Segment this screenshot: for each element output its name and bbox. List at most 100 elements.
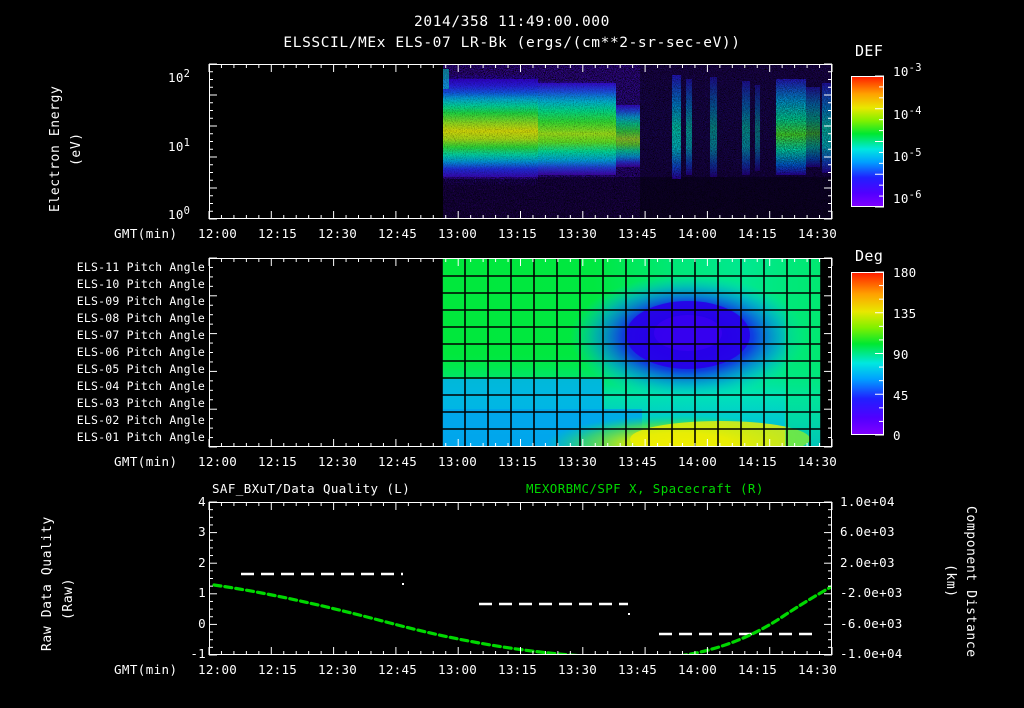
xtick: 13:30	[558, 662, 598, 677]
ytick-right: -2.0e+03	[840, 585, 903, 600]
quality-xlabel: GMT(min)	[114, 662, 177, 677]
colorbar-title-text: DEF	[855, 42, 884, 60]
xlabel-text: GMT(min)	[114, 662, 178, 677]
ytick-right: 2.0e+03	[840, 555, 895, 570]
page-subtitle: ELSSCIL/MEx ELS-07 LR-Bk (ergs/(cm**2-sr…	[0, 35, 1024, 51]
xtick: 14:15	[738, 662, 778, 677]
row-label: ELS-06 Pitch Angle	[76, 345, 205, 359]
ytick-left: 0	[198, 616, 206, 631]
row-label: ELS-03 Pitch Angle	[76, 396, 205, 410]
xtick: 14:30	[798, 662, 838, 677]
spectrogram-xticks: 12:00 12:15 12:30 12:45 13:00 13:15 13:3…	[198, 226, 837, 244]
xtick: 13:45	[618, 662, 658, 677]
def-tick-3: 10-3	[893, 62, 922, 79]
quality-ylabel-line1: Raw Data Quality	[40, 516, 55, 651]
bottom-panel-title-left: SAF_BXuT/Data Quality (L)	[212, 481, 410, 496]
spectrogram-ytick-1: 101	[168, 137, 190, 154]
ytick-mantissa: 10	[168, 207, 184, 223]
pitch-angle-gridlines	[442, 275, 821, 430]
row-label: ELS-08 Pitch Angle	[76, 311, 205, 325]
ylabel-left-unit: (Raw)	[61, 577, 76, 620]
row-label: ELS-05 Pitch Angle	[76, 362, 205, 376]
ytick-right: 6.0e+03	[840, 524, 895, 539]
cb-exponent: -4	[908, 105, 922, 117]
deg-colorbar-title: Deg	[855, 247, 883, 265]
ylabel-left-text: Raw Data Quality	[40, 516, 55, 651]
row-label: ELS-04 Pitch Angle	[76, 379, 205, 393]
xtick: 14:30	[798, 454, 838, 469]
xtick: 12:45	[378, 226, 418, 241]
xtick: 12:00	[198, 226, 238, 241]
xtick: 13:00	[438, 454, 478, 469]
xtick: 13:00	[438, 662, 478, 677]
datetime-title: 2014/358 11:49:00.000	[414, 14, 610, 30]
ytick-left: 1	[198, 585, 206, 600]
xtick: 14:15	[738, 454, 778, 469]
spectrogram-panel[interactable]	[209, 64, 832, 219]
deg-tick-90: 90	[893, 347, 909, 362]
ytick-exponent: 2	[183, 68, 191, 80]
spectrogram-image	[210, 65, 831, 218]
spectrogram-ytick-2: 102	[168, 68, 190, 85]
ytick-right: -6.0e+03	[840, 616, 903, 631]
pitch-angle-row-labels: ELS-11 Pitch Angle ELS-10 Pitch Angle EL…	[0, 258, 205, 447]
row-label: ELS-02 Pitch Angle	[76, 413, 205, 427]
xtick: 12:45	[378, 454, 418, 469]
xtick: 14:30	[798, 226, 838, 241]
deg-colorbar[interactable]	[851, 272, 884, 435]
page-title: 2014/358 11:49:00.000	[0, 14, 1024, 30]
row-label: ELS-07 Pitch Angle	[76, 328, 205, 342]
xtick: 13:30	[558, 226, 598, 241]
def-colorbar[interactable]	[851, 76, 884, 207]
xlabel-text: GMT(min)	[114, 226, 178, 241]
xtick: 13:15	[498, 662, 538, 677]
pitch-angle-xticks: 12:00 12:15 12:30 12:45 13:00 13:15 13:3…	[198, 454, 837, 472]
def-tick-4: 10-4	[893, 105, 922, 122]
ytick-right: 1.0e+04	[840, 494, 895, 509]
ytick-exponent: 0	[183, 205, 191, 217]
data-quality-step-marks	[402, 583, 630, 615]
bottom-panel-title-right: MEXORBMC/SPF X, Spacecraft (R)	[526, 481, 764, 496]
xtick: 12:00	[198, 454, 238, 469]
xtick: 13:15	[498, 226, 538, 241]
xtick: 12:15	[258, 662, 298, 677]
ytick-left: -1	[190, 646, 206, 661]
xtick: 13:45	[618, 226, 658, 241]
ytick-exponent: 1	[183, 137, 191, 149]
row-label: ELS-09 Pitch Angle	[76, 294, 205, 308]
spectrogram-xlabel: GMT(min)	[114, 226, 177, 241]
ytick-left: 4	[198, 494, 206, 509]
ylabel-right-text: Component Distance	[963, 506, 978, 658]
xtick: 12:15	[258, 226, 298, 241]
xtick: 12:00	[198, 662, 238, 677]
xtick: 14:15	[738, 226, 778, 241]
spectrogram-ylabel-line1: Electron Energy	[48, 86, 63, 212]
quality-yticks-right: 1.0e+04 6.0e+03 2.0e+03 -2.0e+03 -6.0e+0…	[840, 494, 950, 661]
quality-xticks: 12:00 12:15 12:30 12:45 13:00 13:15 13:3…	[198, 662, 837, 680]
ytick-left: 2	[198, 555, 206, 570]
ytick-mantissa: 10	[168, 139, 184, 155]
distance-ylabel-line1: Component Distance	[963, 506, 978, 658]
data-quality-trace	[241, 572, 815, 636]
xtick: 12:30	[318, 662, 358, 677]
cb-exponent: -6	[908, 189, 922, 201]
ylabel-text: Electron Energy	[48, 85, 63, 212]
cb-exponent: -3	[908, 62, 922, 74]
title-left-text: SAF_BXuT/Data Quality (L)	[212, 481, 411, 496]
xlabel-text: GMT(min)	[114, 454, 178, 469]
title-right-text: MEXORBMC/SPF X, Spacecraft (R)	[526, 481, 764, 496]
xtick: 12:30	[318, 226, 358, 241]
xtick: 13:15	[498, 454, 538, 469]
quality-distance-panel[interactable]	[209, 502, 832, 655]
row-label: ELS-10 Pitch Angle	[76, 277, 205, 291]
cb-mantissa: 10	[893, 64, 909, 80]
xtick: 13:30	[558, 454, 598, 469]
ytick-mantissa: 10	[168, 70, 184, 86]
quality-ylabel-line2: (Raw)	[61, 578, 76, 620]
cb-mantissa: 10	[893, 149, 909, 165]
distance-ylabel-line2: (km)	[943, 564, 958, 598]
pitch-angle-panel[interactable]	[209, 258, 832, 447]
xtick: 14:00	[678, 226, 718, 241]
spacecraft-distance-trace	[212, 583, 831, 654]
quality-yticks-left: 4 3 2 1 0 -1	[160, 494, 206, 661]
